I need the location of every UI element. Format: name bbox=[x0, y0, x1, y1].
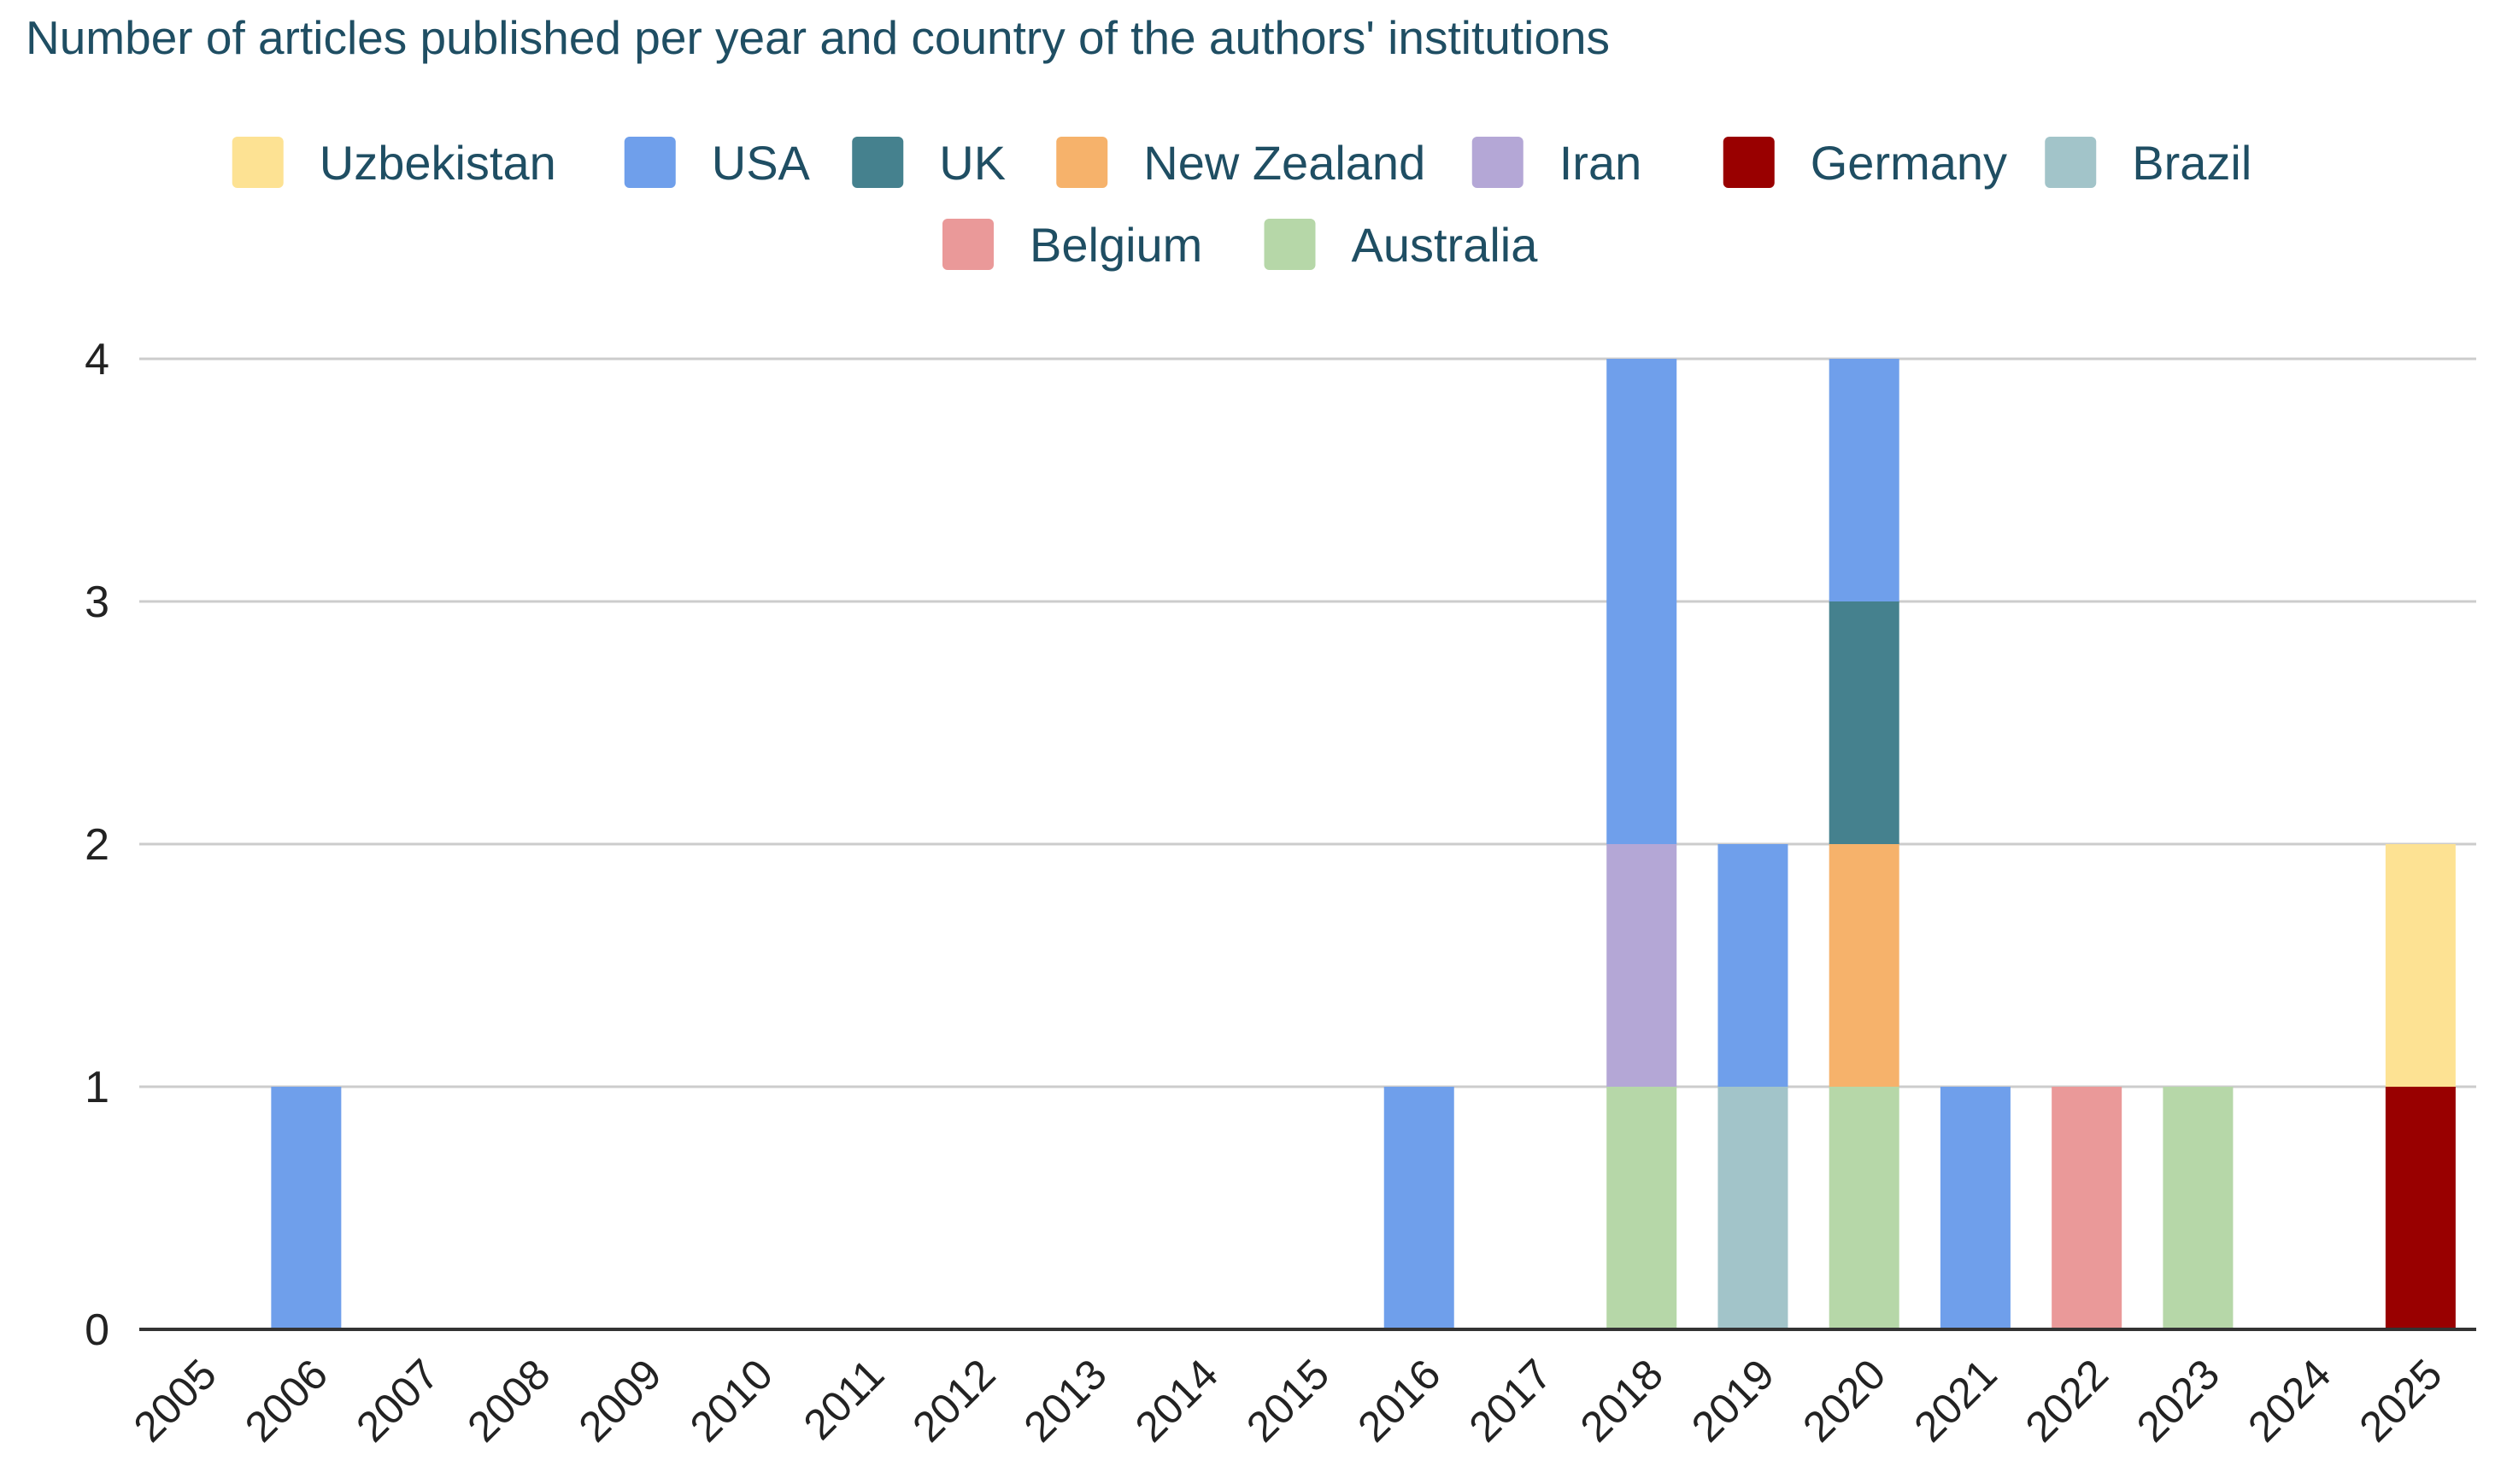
legend-item-uk: UK bbox=[852, 136, 1006, 190]
x-tick-label: 2022 bbox=[2017, 1350, 2117, 1451]
legend-swatch bbox=[852, 137, 904, 188]
bar-2025-germany bbox=[2385, 1087, 2456, 1329]
x-tick-label: 2007 bbox=[347, 1350, 448, 1451]
bars bbox=[271, 359, 2456, 1329]
x-tick-label: 2015 bbox=[1237, 1350, 1338, 1451]
legend-swatch bbox=[624, 137, 676, 188]
legend-item-australia: Australia bbox=[1264, 218, 1539, 272]
y-tick-label: 3 bbox=[85, 578, 109, 627]
legend-swatch bbox=[1056, 137, 1108, 188]
x-tick-label: 2018 bbox=[1571, 1350, 1672, 1451]
bar-2019-brazil bbox=[1717, 1087, 1788, 1329]
y-tick-label: 2 bbox=[85, 820, 109, 870]
y-tick-label: 0 bbox=[85, 1305, 109, 1355]
legend-label: Uzbekistan bbox=[320, 136, 556, 190]
bar-2020-new-zealand bbox=[1829, 844, 1899, 1087]
legend-swatch bbox=[2045, 137, 2097, 188]
legend-item-iran: Iran bbox=[1471, 136, 1642, 190]
bar-2018-iran bbox=[1606, 844, 1677, 1087]
x-tick-label: 2013 bbox=[1015, 1350, 1116, 1451]
x-tick-label: 2011 bbox=[795, 1350, 894, 1449]
legend-label: USA bbox=[712, 136, 811, 190]
legend-label: Brazil bbox=[2132, 136, 2251, 190]
legend-label: Belgium bbox=[1030, 218, 1202, 272]
x-tick-label: 2012 bbox=[903, 1350, 1004, 1451]
bar-2021-usa bbox=[1940, 1087, 2011, 1329]
legend-label: Iran bbox=[1559, 136, 1642, 190]
legend-label: Germany bbox=[1811, 136, 2007, 190]
legend-item-brazil: Brazil bbox=[2045, 136, 2251, 190]
x-tick-label: 2009 bbox=[570, 1350, 671, 1451]
legend: Uzbekistan USA UK New Zealand Iran Germany Bra… bbox=[232, 136, 2251, 272]
legend-swatch bbox=[942, 219, 994, 270]
x-tick-label: 2025 bbox=[2350, 1350, 2451, 1451]
y-tick-label: 4 bbox=[85, 335, 109, 384]
bar-2019-usa bbox=[1717, 844, 1788, 1087]
legend-item-usa: USA bbox=[624, 136, 811, 190]
x-tick-label: 2014 bbox=[1126, 1350, 1227, 1451]
bar-2022-belgium bbox=[2052, 1087, 2122, 1329]
x-tick-label: 2024 bbox=[2239, 1350, 2340, 1451]
bar-2006-usa bbox=[271, 1087, 342, 1329]
legend-item-uzbekistan: Uzbekistan bbox=[232, 136, 556, 190]
bar-2020-usa bbox=[1829, 359, 1899, 601]
x-tick-label: 2016 bbox=[1348, 1350, 1449, 1451]
legend-item-new-zealand: New Zealand bbox=[1056, 136, 1425, 190]
x-tick-label: 2023 bbox=[2128, 1350, 2228, 1451]
x-tick-label: 2006 bbox=[236, 1350, 337, 1451]
x-tick-label: 2019 bbox=[1682, 1350, 1783, 1451]
legend-swatch bbox=[232, 137, 284, 188]
y-axis-ticks: 0 1 2 3 4 bbox=[85, 335, 109, 1355]
legend-swatch bbox=[1264, 219, 1316, 270]
legend-swatch bbox=[1471, 137, 1523, 188]
x-tick-label: 2021 bbox=[1905, 1350, 2005, 1451]
gridlines bbox=[139, 357, 2476, 1088]
x-tick-label: 2017 bbox=[1460, 1350, 1561, 1451]
bar-2020-uk bbox=[1829, 601, 1899, 844]
chart-title: Number of articles published per year an… bbox=[26, 11, 1610, 64]
x-tick-label: 2008 bbox=[458, 1350, 559, 1451]
legend-item-germany: Germany bbox=[1723, 136, 2007, 190]
x-tick-label: 2010 bbox=[681, 1350, 782, 1451]
legend-label: Australia bbox=[1352, 218, 1539, 272]
y-tick-label: 1 bbox=[85, 1063, 109, 1112]
legend-item-belgium: Belgium bbox=[942, 218, 1202, 272]
bar-2018-usa bbox=[1606, 359, 1677, 844]
bar-2023-australia bbox=[2163, 1087, 2234, 1329]
bar-2018-australia bbox=[1606, 1087, 1677, 1329]
bar-2020-australia bbox=[1829, 1087, 1899, 1329]
legend-label: New Zealand bbox=[1143, 136, 1425, 190]
x-axis-ticks: 2005 2006 2007 2008 2009 2010 2011 2012 2013 2014… bbox=[125, 1350, 2451, 1451]
legend-swatch bbox=[1723, 137, 1775, 188]
x-tick-label: 2005 bbox=[125, 1350, 226, 1451]
x-tick-label: 2020 bbox=[1794, 1350, 1894, 1451]
bar-2016-usa bbox=[1383, 1087, 1454, 1329]
legend-label: UK bbox=[939, 136, 1006, 190]
bar-2025-uzbekistan bbox=[2385, 844, 2456, 1087]
